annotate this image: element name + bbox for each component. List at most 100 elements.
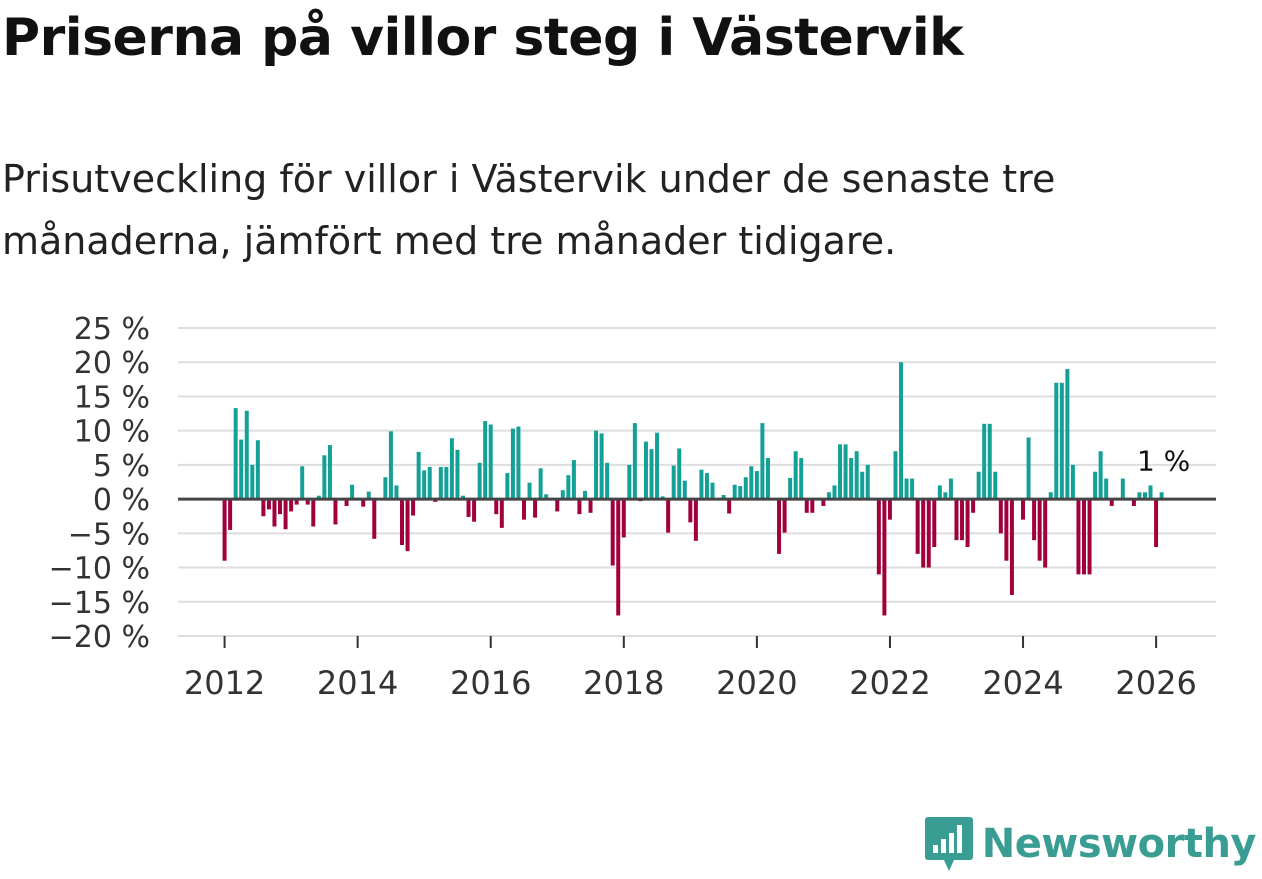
chart-subtitle: Prisutveckling för villor i Västervik un… [2, 157, 1056, 263]
bar [599, 433, 604, 500]
bar [854, 451, 859, 500]
bar [566, 475, 571, 500]
bar [411, 499, 416, 516]
bar [993, 471, 998, 500]
bar [261, 499, 266, 517]
grid-lines [178, 327, 1216, 637]
bar [1142, 492, 1147, 500]
bar [366, 491, 371, 500]
x-tick-label: 2020 [716, 664, 797, 702]
bar [782, 499, 787, 533]
bar [327, 445, 332, 500]
x-tick-label: 2016 [450, 664, 531, 702]
bar [233, 408, 238, 500]
bar [311, 499, 316, 527]
bar [455, 449, 460, 500]
bar [721, 495, 726, 500]
bar [649, 449, 654, 500]
bar [449, 438, 454, 500]
bar [1032, 499, 1037, 541]
x-tick-label: 2026 [1115, 664, 1196, 702]
y-tick-label: −15 % [49, 586, 150, 621]
bar [228, 499, 233, 530]
y-tick-label: −5 % [68, 517, 150, 552]
bar [422, 470, 427, 500]
bar [754, 471, 759, 500]
bar [1059, 382, 1064, 500]
last-value-annotation: 1 % [1137, 444, 1190, 477]
bar-chart-speech-bubble-icon [924, 817, 973, 871]
bar [643, 441, 648, 500]
bar [738, 486, 743, 500]
bar [1070, 464, 1075, 500]
bar [727, 499, 732, 514]
bar [616, 499, 621, 616]
bar [921, 499, 926, 568]
bar [571, 460, 576, 500]
x-tick-label: 2014 [317, 664, 398, 702]
bar [860, 471, 865, 500]
brand-name: Newsworthy [981, 821, 1257, 867]
bar [494, 499, 499, 515]
bar [1076, 499, 1081, 575]
bar [710, 482, 715, 500]
bar [510, 428, 515, 500]
bar [461, 495, 465, 500]
x-tick-label: 2012 [184, 664, 265, 702]
bar [361, 499, 366, 507]
bar [926, 499, 931, 568]
bar [283, 499, 288, 530]
bar [488, 424, 493, 500]
x-tick-label: 2018 [583, 664, 664, 702]
bar [804, 499, 809, 513]
bar [1104, 478, 1109, 500]
bar [865, 464, 870, 500]
bar [1109, 499, 1114, 506]
bar [466, 499, 471, 517]
bar [438, 466, 443, 500]
bar [832, 485, 837, 500]
bar [1065, 369, 1070, 500]
bar [843, 444, 848, 500]
bar [1054, 382, 1059, 500]
bar-series [222, 362, 1164, 616]
bar [799, 458, 804, 500]
bar [1093, 471, 1098, 500]
bar [294, 499, 299, 505]
bar [1004, 499, 1009, 561]
bar [960, 499, 965, 541]
bar [793, 451, 798, 500]
bar [244, 410, 249, 500]
bar [987, 423, 992, 500]
bar [405, 499, 410, 552]
bar [316, 495, 321, 500]
bar [1043, 499, 1048, 568]
bar [1026, 437, 1031, 500]
brand-logo: Newsworthy [924, 815, 1257, 873]
bar [1009, 499, 1014, 595]
bar [937, 485, 942, 500]
bar [1098, 451, 1103, 500]
bar [1148, 485, 1153, 500]
bar [777, 499, 782, 554]
bar [971, 499, 976, 513]
y-axis: −20 %−15 %−10 %−5 %0 %5 %10 %15 %20 %25 … [49, 312, 150, 655]
bar [250, 464, 255, 500]
bar [882, 499, 887, 616]
bar [666, 499, 671, 533]
bar [555, 499, 560, 512]
bar [416, 451, 421, 500]
y-tick-label: 15 % [74, 380, 150, 415]
bar [388, 431, 393, 500]
bar [1120, 478, 1125, 500]
bar [516, 426, 521, 500]
bar [627, 464, 632, 500]
bar [682, 480, 687, 500]
bar [278, 499, 283, 515]
bar [671, 465, 676, 500]
bar [810, 499, 815, 513]
bar [483, 421, 488, 500]
bar [300, 466, 305, 500]
bar [427, 466, 432, 500]
bar [1082, 499, 1086, 575]
